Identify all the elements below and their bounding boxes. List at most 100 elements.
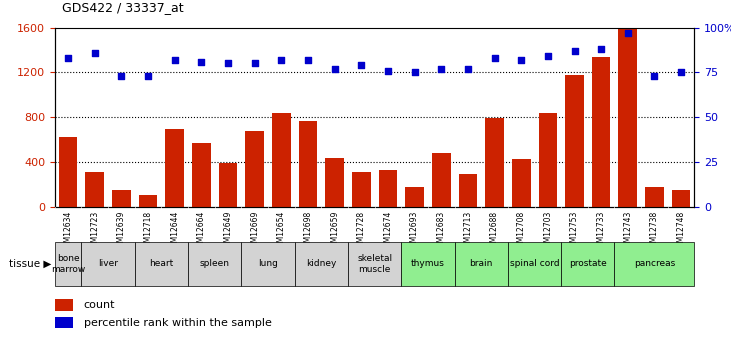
Point <box>169 57 181 63</box>
Text: GSM12664: GSM12664 <box>197 211 206 252</box>
Point <box>355 62 367 68</box>
Point <box>436 66 447 72</box>
Bar <box>618 29 637 207</box>
Text: skeletal
muscle: skeletal muscle <box>357 254 393 274</box>
Point <box>276 57 287 63</box>
Point <box>675 70 687 75</box>
Bar <box>352 172 371 207</box>
Text: thymus: thymus <box>411 259 445 268</box>
Text: GSM12743: GSM12743 <box>624 211 632 252</box>
Bar <box>458 174 477 207</box>
Bar <box>485 118 504 207</box>
Bar <box>55 317 72 328</box>
Point <box>622 30 634 36</box>
Bar <box>615 241 694 286</box>
Text: GSM12669: GSM12669 <box>250 211 260 252</box>
Text: heart: heart <box>149 259 173 268</box>
Point <box>382 68 394 73</box>
Bar <box>188 241 241 286</box>
Bar <box>135 241 188 286</box>
Text: percentile rank within the sample: percentile rank within the sample <box>83 318 271 328</box>
Bar <box>55 299 72 311</box>
Text: prostate: prostate <box>569 259 607 268</box>
Point <box>515 57 527 63</box>
Bar <box>508 241 561 286</box>
Bar <box>645 187 664 207</box>
Text: GSM12723: GSM12723 <box>91 211 99 252</box>
Text: GSM12728: GSM12728 <box>357 211 366 252</box>
Bar <box>295 241 348 286</box>
Point <box>89 50 101 56</box>
Text: pancreas: pancreas <box>634 259 675 268</box>
Text: GSM12703: GSM12703 <box>543 211 553 252</box>
Bar <box>272 113 291 207</box>
Text: GSM12659: GSM12659 <box>330 211 339 252</box>
Point <box>329 66 341 72</box>
Bar <box>592 57 610 207</box>
Bar <box>139 195 157 207</box>
Text: GSM12649: GSM12649 <box>224 211 232 252</box>
Text: tissue ▶: tissue ▶ <box>9 259 51 269</box>
Bar <box>561 241 615 286</box>
Bar <box>165 128 184 207</box>
Text: GSM12634: GSM12634 <box>64 211 72 252</box>
Bar <box>539 113 557 207</box>
Point <box>302 57 314 63</box>
Text: GSM12639: GSM12639 <box>117 211 126 252</box>
Point <box>143 73 154 79</box>
Text: GSM12753: GSM12753 <box>570 211 579 252</box>
Bar <box>348 241 401 286</box>
Text: GSM12683: GSM12683 <box>436 211 446 252</box>
Text: GSM12644: GSM12644 <box>170 211 179 252</box>
Text: GSM12708: GSM12708 <box>517 211 526 252</box>
Text: GSM12718: GSM12718 <box>143 211 153 252</box>
Text: GSM12713: GSM12713 <box>463 211 472 252</box>
Bar <box>379 170 397 207</box>
Bar <box>299 121 317 207</box>
Bar <box>58 137 77 207</box>
Text: GSM12693: GSM12693 <box>410 211 419 252</box>
Text: lung: lung <box>258 259 278 268</box>
Point <box>462 66 474 72</box>
Bar <box>325 158 344 207</box>
Bar <box>241 241 295 286</box>
Bar <box>86 172 104 207</box>
Bar <box>672 190 691 207</box>
Point <box>409 70 420 75</box>
Text: GSM12698: GSM12698 <box>303 211 313 252</box>
Point <box>569 48 580 54</box>
Text: spleen: spleen <box>200 259 230 268</box>
Bar <box>55 241 81 286</box>
Text: bone
marrow: bone marrow <box>51 254 86 274</box>
Text: GSM12654: GSM12654 <box>277 211 286 252</box>
Bar <box>432 153 450 207</box>
Bar <box>219 163 238 207</box>
Text: GSM12674: GSM12674 <box>384 211 393 252</box>
Bar <box>405 187 424 207</box>
Text: brain: brain <box>469 259 493 268</box>
Point <box>249 61 260 66</box>
Bar <box>81 241 135 286</box>
Point <box>648 73 660 79</box>
Point <box>62 55 74 61</box>
Point <box>115 73 127 79</box>
Bar <box>401 241 455 286</box>
Bar <box>112 190 131 207</box>
Text: GSM12733: GSM12733 <box>596 211 606 252</box>
Bar <box>192 143 211 207</box>
Bar <box>565 75 584 207</box>
Text: spinal cord: spinal cord <box>510 259 559 268</box>
Point <box>542 53 553 59</box>
Text: kidney: kidney <box>306 259 336 268</box>
Bar <box>455 241 508 286</box>
Bar <box>246 131 264 207</box>
Text: liver: liver <box>98 259 118 268</box>
Text: count: count <box>83 300 115 310</box>
Point <box>595 46 607 52</box>
Bar <box>512 159 531 207</box>
Text: GSM12738: GSM12738 <box>650 211 659 252</box>
Text: GDS422 / 33337_at: GDS422 / 33337_at <box>62 1 183 14</box>
Text: GSM12748: GSM12748 <box>677 211 686 252</box>
Point <box>222 61 234 66</box>
Point <box>196 59 208 65</box>
